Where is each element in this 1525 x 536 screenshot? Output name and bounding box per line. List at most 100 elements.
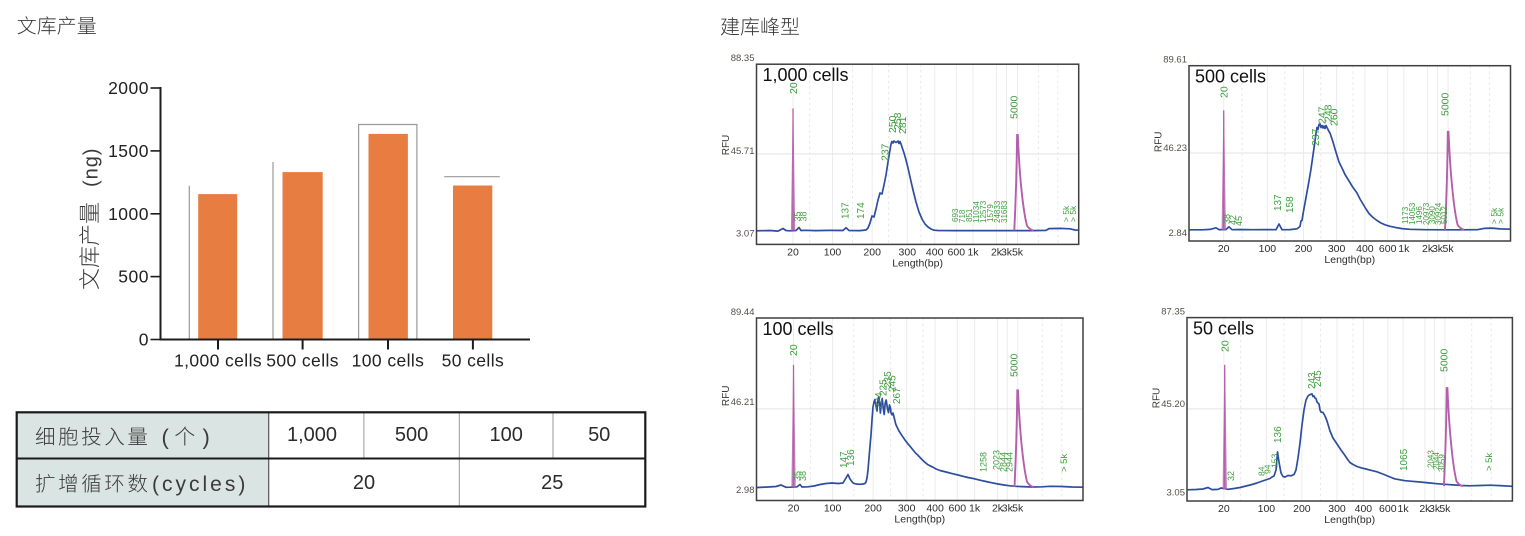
svg-text:20: 20 [1219, 86, 1231, 98]
svg-text:1,000 cells: 1,000 cells [763, 65, 849, 85]
svg-text:1000: 1000 [108, 204, 149, 224]
svg-text:5000: 5000 [1008, 95, 1020, 119]
svg-text:> 5k: > 5k [1068, 205, 1078, 222]
svg-text:600: 600 [948, 246, 966, 258]
svg-text:1,000 cells: 1,000 cells [174, 351, 262, 371]
svg-text:> 5k: > 5k [1059, 454, 1070, 472]
svg-text:300: 300 [899, 246, 917, 258]
svg-text:3090: 3090 [1428, 206, 1437, 224]
svg-text:1173: 1173 [1401, 206, 1410, 224]
svg-text:2043: 2043 [1426, 450, 1435, 468]
svg-text:200: 200 [864, 503, 882, 515]
svg-text:718: 718 [958, 209, 967, 223]
svg-text:38: 38 [1222, 214, 1232, 224]
svg-text:45: 45 [1234, 216, 1244, 226]
svg-text:600: 600 [1379, 243, 1397, 255]
svg-text:): ) [203, 425, 210, 450]
svg-text:137: 137 [1273, 194, 1284, 211]
svg-text:100: 100 [490, 424, 523, 446]
svg-text:1065: 1065 [1399, 448, 1410, 471]
svg-text:89.44: 89.44 [731, 307, 755, 318]
svg-text:258: 258 [892, 112, 904, 130]
svg-text:3.05: 3.05 [1167, 488, 1186, 499]
svg-text:20: 20 [788, 82, 800, 94]
svg-text:5000: 5000 [1008, 353, 1020, 377]
svg-text:20: 20 [353, 472, 375, 494]
svg-text:136: 136 [1273, 426, 1284, 443]
svg-text:174: 174 [856, 202, 867, 219]
svg-text:11034: 11034 [972, 201, 981, 223]
svg-text:224: 224 [874, 392, 885, 409]
svg-text:300: 300 [1328, 243, 1346, 255]
svg-text:35: 35 [793, 211, 803, 221]
svg-text:3k: 3k [1429, 503, 1441, 515]
svg-text:25: 25 [541, 472, 563, 494]
svg-text:> 5k: > 5k [1496, 207, 1506, 224]
svg-text:42: 42 [1228, 215, 1238, 225]
svg-text:5000: 5000 [1438, 348, 1450, 372]
svg-text:> 5k: > 5k [1489, 207, 1499, 224]
svg-text:100: 100 [1259, 243, 1277, 255]
svg-text:5k: 5k [1012, 503, 1024, 515]
svg-text:RFU: RFU [1154, 132, 1165, 153]
svg-text:400: 400 [1356, 243, 1374, 255]
svg-text:(: ( [162, 425, 170, 450]
svg-text:200: 200 [1295, 243, 1313, 255]
svg-text:100 cells: 100 cells [763, 319, 834, 339]
svg-text:46.23: 46.23 [1163, 143, 1187, 154]
svg-text:50 cells: 50 cells [442, 351, 505, 371]
svg-text:245: 245 [1313, 370, 1324, 387]
svg-text:400: 400 [926, 503, 944, 515]
svg-text:3k: 3k [1432, 243, 1444, 255]
svg-text:237: 237 [1310, 128, 1322, 146]
svg-text:600: 600 [949, 503, 967, 515]
svg-text:84: 84 [1257, 466, 1267, 476]
svg-text:87.35: 87.35 [1161, 307, 1185, 318]
svg-text:Length(bp): Length(bp) [892, 257, 943, 269]
svg-text:(cycles): (cycles) [152, 473, 248, 496]
svg-text:245: 245 [888, 375, 899, 392]
svg-text:20: 20 [1218, 243, 1230, 255]
svg-text:88.35: 88.35 [731, 53, 755, 64]
svg-text:300: 300 [1328, 503, 1346, 515]
svg-text:46.21: 46.21 [731, 397, 755, 408]
svg-text:1,000: 1,000 [287, 424, 337, 446]
svg-text:0: 0 [139, 330, 149, 350]
svg-text:50: 50 [588, 424, 610, 446]
svg-text:Length(bp): Length(bp) [1324, 514, 1375, 526]
svg-text:Length(bp): Length(bp) [894, 514, 945, 526]
svg-text:45.71: 45.71 [731, 146, 755, 157]
svg-text:2k: 2k [1419, 503, 1431, 515]
svg-text:300: 300 [898, 503, 916, 515]
svg-text:250: 250 [887, 115, 899, 133]
svg-text:5k: 5k [1012, 246, 1024, 258]
svg-text:237: 237 [879, 143, 891, 161]
svg-text:50 cells: 50 cells [1193, 319, 1254, 339]
svg-text:2k: 2k [1422, 243, 1434, 255]
svg-text:693: 693 [951, 208, 960, 222]
svg-text:Length(bp): Length(bp) [1324, 254, 1375, 266]
svg-text:235: 235 [883, 371, 894, 388]
svg-text:3k: 3k [1002, 503, 1014, 515]
svg-text:243: 243 [1307, 372, 1318, 389]
svg-text:136: 136 [846, 449, 857, 466]
svg-text:2844: 2844 [999, 452, 1009, 472]
svg-text:158: 158 [1285, 196, 1296, 213]
svg-text:1k: 1k [1398, 243, 1410, 255]
svg-text:RFU: RFU [721, 386, 732, 407]
svg-text:1500: 1500 [108, 141, 149, 161]
svg-text:38: 38 [798, 471, 808, 481]
svg-text:100: 100 [1258, 503, 1276, 515]
svg-text:31683: 31683 [1000, 200, 1009, 223]
svg-text:260: 260 [1328, 108, 1340, 126]
svg-text:94: 94 [1263, 464, 1273, 474]
svg-text:20: 20 [1220, 340, 1232, 352]
svg-text:100 cells: 100 cells [352, 351, 425, 371]
svg-text:1258: 1258 [979, 452, 989, 472]
svg-text:281: 281 [897, 116, 909, 134]
svg-text:147: 147 [839, 451, 850, 468]
svg-text:1k: 1k [967, 246, 979, 258]
svg-text:137: 137 [841, 202, 852, 219]
svg-text:500: 500 [395, 424, 428, 446]
svg-text:200: 200 [1293, 503, 1311, 515]
